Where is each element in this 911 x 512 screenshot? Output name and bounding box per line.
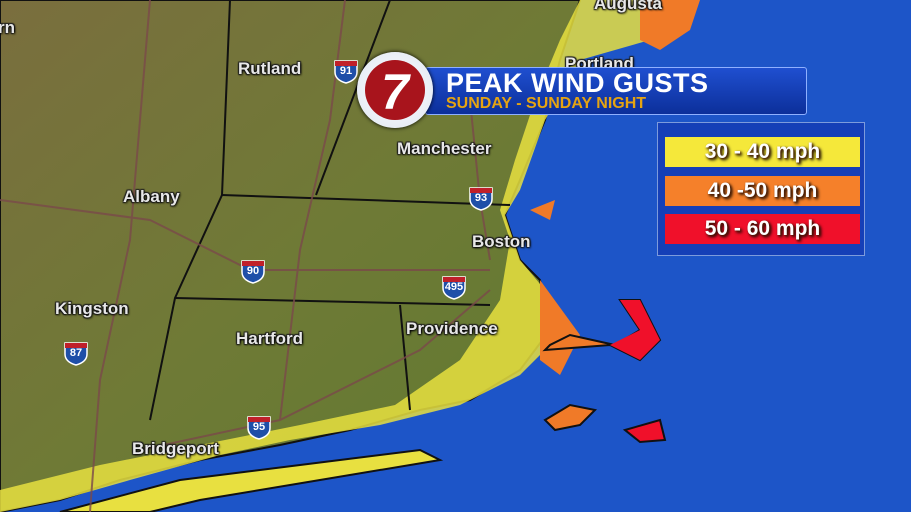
nantucket — [622, 418, 667, 444]
zone-50-60 — [610, 300, 660, 360]
interstate-shield: 95 — [246, 414, 272, 440]
interstate-shield: 87 — [63, 340, 89, 366]
shield-number: 93 — [474, 192, 488, 204]
legend-item-40-50: 40 -50 mph — [665, 176, 860, 206]
interstate-shield-icon — [334, 60, 358, 84]
roads — [0, 0, 491, 512]
shield-number: 91 — [339, 65, 353, 77]
interstate-shield-icon — [469, 187, 493, 211]
zone-40-50 — [540, 280, 580, 375]
interstate-shield: 93 — [468, 185, 494, 211]
interstate-shield-icon — [64, 342, 88, 366]
city-label: Hartford — [236, 329, 304, 348]
city-label: Boston — [472, 232, 531, 251]
city-label: rn — [0, 18, 15, 37]
city-label: Albany — [123, 187, 180, 206]
zone-40-50 — [530, 200, 555, 220]
zone-40-50 — [640, 0, 700, 50]
logo-text: 7 — [381, 64, 409, 120]
interstate-shield-icon — [241, 260, 265, 284]
title-banner: PEAK WIND GUSTS SUNDAY - SUNDAY NIGHT — [425, 67, 807, 115]
legend-item-50-60: 50 - 60 mph — [665, 214, 860, 244]
city-label: Kingston — [55, 299, 129, 318]
city-label: Providence — [406, 319, 498, 338]
interstate-shield-icon — [247, 416, 271, 440]
title-subtitle: SUNDAY - SUNDAY NIGHT — [446, 95, 647, 112]
shield-number: 87 — [69, 347, 83, 359]
long-island — [59, 448, 444, 512]
shield-number: 95 — [252, 421, 266, 433]
legend: 30 - 40 mph 40 -50 mph 50 - 60 mph — [657, 122, 865, 256]
station-logo: 7 — [357, 52, 433, 128]
city-label: Bridgeport — [132, 439, 219, 458]
shield-number: 90 — [246, 265, 260, 277]
interstate-shield: 90 — [240, 258, 266, 284]
city-label: Manchester — [397, 139, 492, 158]
interstate-shield: 495 — [437, 274, 471, 300]
interstate-shield: 91 — [333, 58, 359, 84]
city-label: Augusta — [594, 0, 662, 13]
logo-7-icon: 7 — [365, 60, 425, 120]
legend-item-30-40: 30 - 40 mph — [665, 137, 860, 167]
title-main: PEAK WIND GUSTS — [446, 68, 709, 98]
shield-number: 495 — [444, 281, 464, 293]
city-label: Rutland — [238, 59, 302, 78]
interstate-shield-icon — [442, 276, 466, 300]
marthas-vineyard — [543, 403, 598, 432]
